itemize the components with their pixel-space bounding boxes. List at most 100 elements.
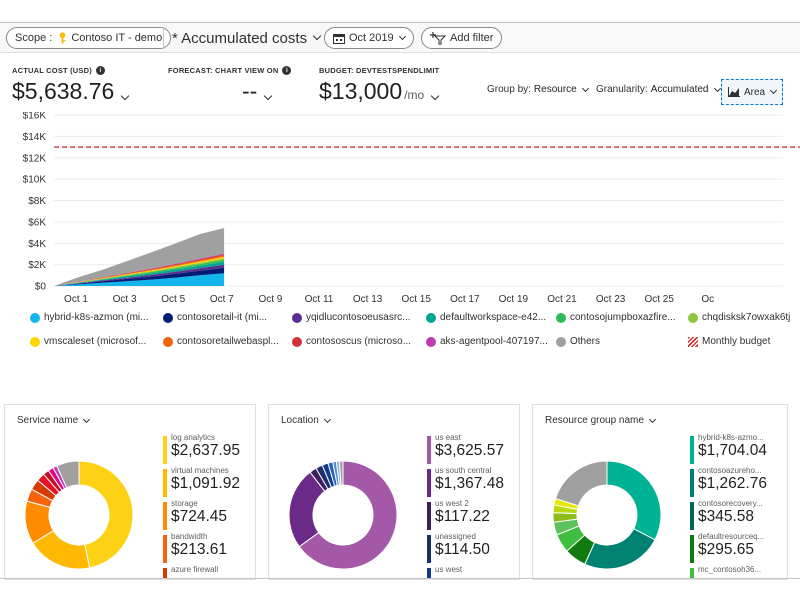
legend-item[interactable]: hybrid-k8s-azmon (mi...: [30, 312, 148, 323]
info-icon[interactable]: i: [282, 66, 292, 75]
chevron-down-icon: [770, 86, 778, 95]
card-list-item[interactable]: defaultresourceq... $295.65: [690, 532, 787, 565]
item-name: us west: [435, 565, 463, 574]
budget-value: $13,000: [319, 78, 403, 104]
legend-label: contososcus (microso...: [306, 336, 412, 347]
card-list-item[interactable]: us west: [427, 565, 519, 579]
legend-item[interactable]: aks-agentpool-407197...: [426, 336, 548, 347]
legend-item[interactable]: contososcus (microso...: [292, 336, 411, 347]
card-list-item[interactable]: contosoazureho... $1,262.76: [690, 466, 787, 499]
hatch-swatch-icon: [688, 336, 698, 347]
y-tick-label: $14K: [23, 132, 47, 143]
color-bar: [690, 469, 694, 497]
color-bar: [163, 469, 167, 497]
granularity-dropdown[interactable]: Granularity: Accumulated: [596, 84, 721, 95]
legend-item[interactable]: contosoretailwebaspl...: [163, 336, 279, 347]
color-bar: [690, 502, 694, 530]
series-area[interactable]: [54, 273, 225, 286]
legend-swatch: [688, 312, 698, 323]
granularity-value: Accumulated: [650, 84, 709, 95]
item-name: mc_contosoh36...: [698, 565, 762, 574]
view-title-dropdown[interactable]: * Accumulated costs: [163, 27, 322, 49]
item-name: us west 2: [435, 499, 469, 508]
y-tick-label: $10K: [23, 175, 47, 186]
x-tick-label: Oct 15: [401, 294, 431, 305]
chevron-down-icon: [83, 415, 91, 423]
card-list-item[interactable]: unassigned $114.50: [427, 532, 519, 565]
legend-item[interactable]: Monthly budget: [688, 336, 770, 347]
item-name: contosoazureho...: [698, 466, 762, 475]
date-picker-button[interactable]: Oct 2019: [324, 27, 414, 49]
info-icon[interactable]: i: [95, 66, 105, 75]
legend-item[interactable]: chqdisksk7owxak6tj: [688, 312, 790, 323]
item-value: $114.50: [435, 541, 490, 558]
card-list-item[interactable]: contosorecovery... $345.58: [690, 499, 787, 532]
forecast-kpi[interactable]: FORECAST: CHART VIEW ON i --: [168, 66, 292, 105]
x-tick-label: Oct 21: [547, 294, 577, 305]
donut-slice[interactable]: [554, 460, 608, 507]
series-area[interactable]: [54, 228, 225, 286]
card-list-item[interactable]: hybrid-k8s-azmo... $1,704.04: [690, 433, 787, 466]
legend-item[interactable]: contosoretail-it (mi...: [163, 312, 267, 323]
donut-slice[interactable]: [298, 460, 398, 570]
add-filter-button[interactable]: Add filter: [421, 27, 503, 49]
card-list-item[interactable]: storage $724.45: [163, 499, 255, 532]
scope-button[interactable]: Scope : Contoso IT - demo: [6, 27, 172, 49]
item-name: defaultresourceq...: [698, 532, 765, 541]
top-divider: [0, 22, 800, 23]
legend-item[interactable]: vmscaleset (microsof...: [30, 336, 146, 347]
card-list-item[interactable]: log analytics $2,637.95: [163, 433, 255, 466]
chart-type-dropdown[interactable]: Area: [721, 79, 783, 105]
legend-item[interactable]: yqidlucontosoeusasrc...: [292, 312, 411, 323]
color-bar: [427, 436, 431, 464]
legend-swatch: [556, 336, 566, 347]
item-value: $117.22: [435, 508, 490, 525]
x-tick-label: Oct 9: [258, 294, 282, 305]
card-list-item[interactable]: mc_contosoh36...: [690, 565, 787, 579]
card-list-item[interactable]: us west 2 $117.22: [427, 499, 519, 532]
card-dimension-dropdown[interactable]: Resource group name: [545, 415, 656, 426]
legend-label: yqidlucontosoeusasrc...: [306, 312, 411, 323]
donut-slice[interactable]: [56, 460, 80, 489]
x-tick-label: Oct 23: [596, 294, 626, 305]
item-name: azure firewall: [171, 565, 219, 574]
chart-type-label: Area: [743, 86, 766, 98]
donut-slice[interactable]: [338, 460, 344, 486]
y-tick-label: $8K: [28, 196, 46, 207]
legend-item[interactable]: Others: [556, 336, 600, 347]
legend-swatch: [426, 312, 436, 323]
donut-slice[interactable]: [78, 460, 134, 569]
card-dimension-dropdown[interactable]: Service name: [17, 415, 91, 426]
donut-slice[interactable]: [606, 460, 662, 541]
budget-kpi[interactable]: BUDGET: DEVTESTSPENDLIMIT $13,000/mo: [319, 66, 440, 105]
actual-cost-kpi[interactable]: ACTUAL COST (USD) i $5,638.76: [12, 66, 130, 105]
card-list-item[interactable]: virtual machines $1,091.92: [163, 466, 255, 499]
legend-item[interactable]: contosojumpboxazfire...: [556, 312, 676, 323]
legend-item[interactable]: defaultworkspace-e42...: [426, 312, 546, 323]
group-by-dropdown[interactable]: Group by: Resource: [487, 84, 589, 95]
legend-swatch: [163, 312, 173, 323]
card-legend-list: log analytics $2,637.95 virtual machines $1…: [163, 433, 255, 579]
donut-chart[interactable]: [17, 453, 141, 577]
legend-label: Monthly budget: [702, 336, 771, 347]
color-bar: [163, 535, 167, 563]
donut-slice[interactable]: [584, 528, 656, 570]
card-dimension-dropdown[interactable]: Location: [281, 415, 331, 426]
chevron-down-icon: [648, 415, 656, 423]
card-list-item[interactable]: us south central $1,367.48: [427, 466, 519, 499]
card-legend-list: hybrid-k8s-azmo... $1,704.04 contosoazureh…: [690, 433, 787, 579]
date-label: Oct 2019: [349, 32, 394, 44]
card-list-item[interactable]: bandwidth $213.61: [163, 532, 255, 565]
legend-label: vmscaleset (microsof...: [44, 336, 147, 347]
key-icon: [58, 32, 67, 44]
item-value: $1,367.48: [435, 475, 504, 492]
donut-chart[interactable]: [281, 453, 405, 577]
color-bar: [427, 568, 431, 579]
accumulated-cost-chart[interactable]: $0 $2K $4K $6K $8K $10K $12K $14K $16K Oct 1 Oct 3…: [0, 112, 800, 307]
donut-chart[interactable]: [545, 453, 669, 577]
chevron-down-icon: [312, 31, 322, 41]
card-list-item[interactable]: azure firewall: [163, 565, 255, 579]
item-value: $2,637.95: [171, 442, 240, 459]
card-list-item[interactable]: us east $3,625.57: [427, 433, 519, 466]
item-name: storage: [171, 499, 198, 508]
